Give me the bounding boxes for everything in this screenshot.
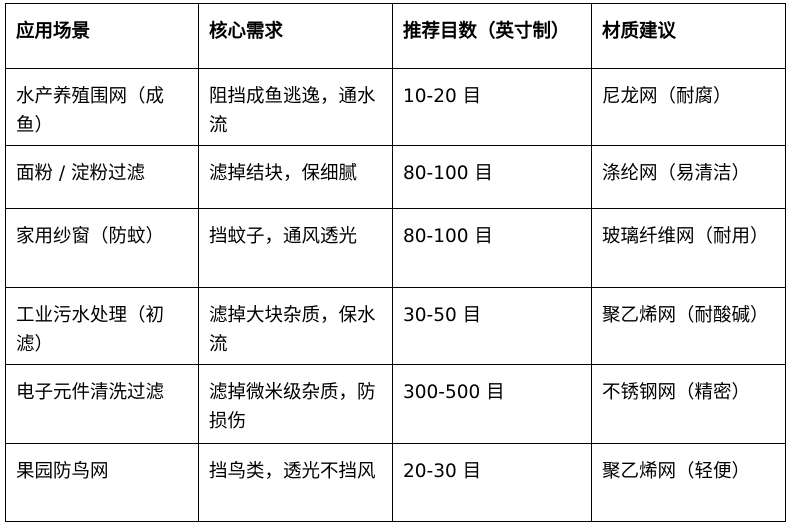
header-need: 核心需求 <box>198 3 393 69</box>
cell-material: 聚乙烯网（耐酸碱） <box>591 287 786 365</box>
cell-need: 滤掉结块，保细腻 <box>198 145 393 209</box>
cell-material: 尼龙网（耐腐） <box>591 68 786 146</box>
table-row: 面粉 / 淀粉过滤 滤掉结块，保细腻 80-100 目 涤纶网（易清洁） <box>5 145 786 209</box>
cell-material: 涤纶网（易清洁） <box>591 145 786 209</box>
cell-need: 挡蚊子，通风透光 <box>198 208 393 288</box>
table-row: 水产养殖围网（成鱼） 阻挡成鱼逃逸，通水流 10-20 目 尼龙网（耐腐） <box>5 68 786 146</box>
cell-need: 滤掉微米级杂质，防损伤 <box>198 364 393 444</box>
cell-material: 玻璃纤维网（耐用） <box>591 208 786 288</box>
cell-scenario: 家用纱窗（防蚊） <box>5 208 199 288</box>
mesh-recommendation-table: 应用场景 核心需求 推荐目数（英寸制） 材质建议 水产养殖围网（成鱼） 阻挡成鱼… <box>5 3 786 522</box>
header-material: 材质建议 <box>591 3 786 69</box>
cell-mesh: 300-500 目 <box>392 364 592 444</box>
cell-material: 不锈钢网（精密） <box>591 364 786 444</box>
table-row: 电子元件清洗过滤 滤掉微米级杂质，防损伤 300-500 目 不锈钢网（精密） <box>5 364 786 444</box>
cell-scenario: 工业污水处理（初滤） <box>5 287 199 365</box>
cell-need: 滤掉大块杂质，保水流 <box>198 287 393 365</box>
table-row: 工业污水处理（初滤） 滤掉大块杂质，保水流 30-50 目 聚乙烯网（耐酸碱） <box>5 287 786 365</box>
cell-scenario: 果园防鸟网 <box>5 443 199 522</box>
cell-need: 挡鸟类，透光不挡风 <box>198 443 393 522</box>
cell-mesh: 80-100 目 <box>392 208 592 288</box>
cell-scenario: 面粉 / 淀粉过滤 <box>5 145 199 209</box>
header-scenario: 应用场景 <box>5 3 199 69</box>
cell-scenario: 水产养殖围网（成鱼） <box>5 68 199 146</box>
cell-mesh: 30-50 目 <box>392 287 592 365</box>
cell-need: 阻挡成鱼逃逸，通水流 <box>198 68 393 146</box>
table-row: 家用纱窗（防蚊） 挡蚊子，通风透光 80-100 目 玻璃纤维网（耐用） <box>5 208 786 288</box>
cell-mesh: 80-100 目 <box>392 145 592 209</box>
table-row: 果园防鸟网 挡鸟类，透光不挡风 20-30 目 聚乙烯网（轻便） <box>5 443 786 522</box>
header-row: 应用场景 核心需求 推荐目数（英寸制） 材质建议 <box>5 3 786 69</box>
cell-mesh: 20-30 目 <box>392 443 592 522</box>
header-mesh: 推荐目数（英寸制） <box>392 3 592 69</box>
cell-mesh: 10-20 目 <box>392 68 592 146</box>
cell-scenario: 电子元件清洗过滤 <box>5 364 199 444</box>
cell-material: 聚乙烯网（轻便） <box>591 443 786 522</box>
